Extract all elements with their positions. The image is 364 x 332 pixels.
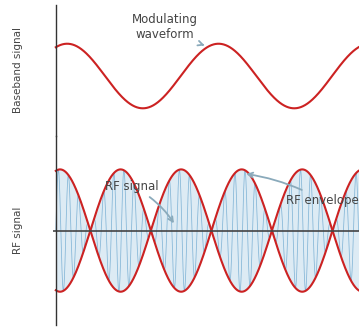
Text: Baseband signal: Baseband signal (13, 27, 23, 113)
Text: RF signal: RF signal (13, 207, 23, 254)
Text: Modulating
waveform: Modulating waveform (132, 13, 203, 45)
Text: RF signal: RF signal (105, 180, 173, 221)
Text: RF envelope: RF envelope (248, 173, 359, 207)
